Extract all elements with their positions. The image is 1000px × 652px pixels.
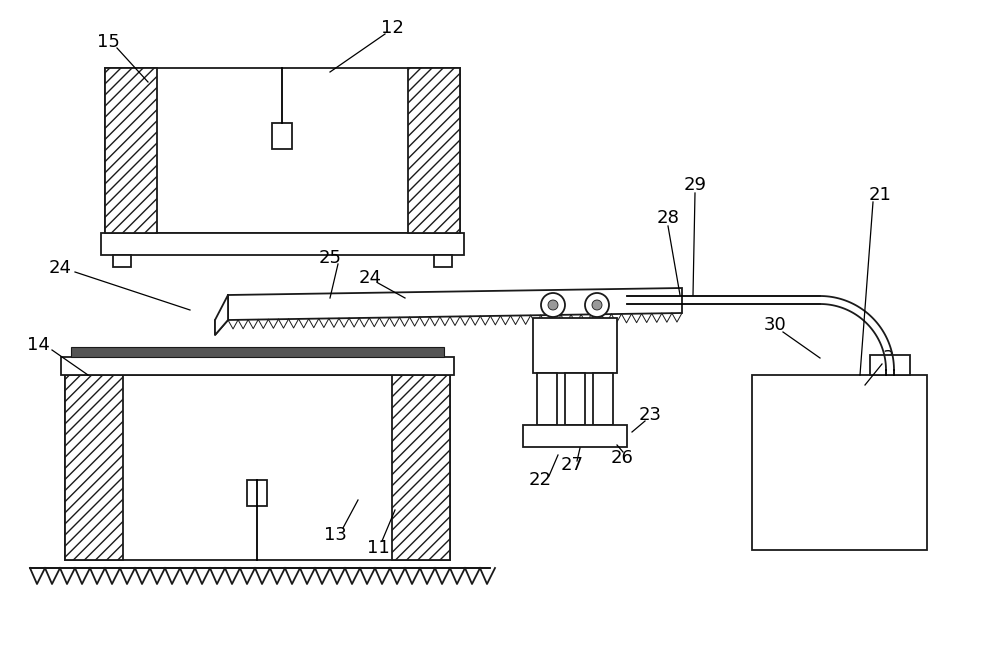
Bar: [272, 123, 292, 149]
Text: 12: 12: [381, 19, 403, 37]
Bar: [105, 68, 157, 233]
Polygon shape: [215, 295, 228, 335]
Bar: [593, 373, 613, 425]
Bar: [65, 375, 123, 560]
Text: 29: 29: [684, 176, 706, 194]
Bar: [101, 233, 464, 255]
Circle shape: [585, 293, 609, 317]
Text: 25: 25: [318, 249, 342, 267]
Text: 3: 3: [882, 349, 894, 367]
Text: 24: 24: [358, 269, 382, 287]
Circle shape: [541, 293, 565, 317]
Bar: [61, 357, 454, 375]
Polygon shape: [228, 288, 682, 320]
Bar: [392, 375, 450, 560]
Bar: [523, 425, 627, 447]
Text: 22: 22: [528, 471, 552, 489]
Bar: [65, 375, 450, 560]
Text: 13: 13: [324, 526, 346, 544]
Bar: [71, 347, 444, 357]
Bar: [434, 255, 452, 267]
Circle shape: [548, 300, 558, 310]
Bar: [537, 373, 557, 425]
Bar: [565, 373, 585, 425]
Circle shape: [592, 300, 602, 310]
Text: 24: 24: [48, 259, 72, 277]
Text: 11: 11: [367, 539, 389, 557]
Text: 27: 27: [560, 456, 584, 474]
Bar: [408, 68, 460, 233]
Text: 21: 21: [869, 186, 891, 204]
Text: 14: 14: [27, 336, 49, 354]
Text: 26: 26: [611, 449, 633, 467]
Bar: [247, 480, 267, 506]
Bar: [533, 318, 617, 373]
Bar: [752, 375, 927, 550]
Bar: [870, 355, 910, 375]
Text: 23: 23: [639, 406, 662, 424]
Bar: [113, 255, 131, 267]
Text: 30: 30: [764, 316, 786, 334]
Bar: [105, 68, 460, 233]
Text: 28: 28: [657, 209, 679, 227]
Text: 15: 15: [97, 33, 119, 51]
